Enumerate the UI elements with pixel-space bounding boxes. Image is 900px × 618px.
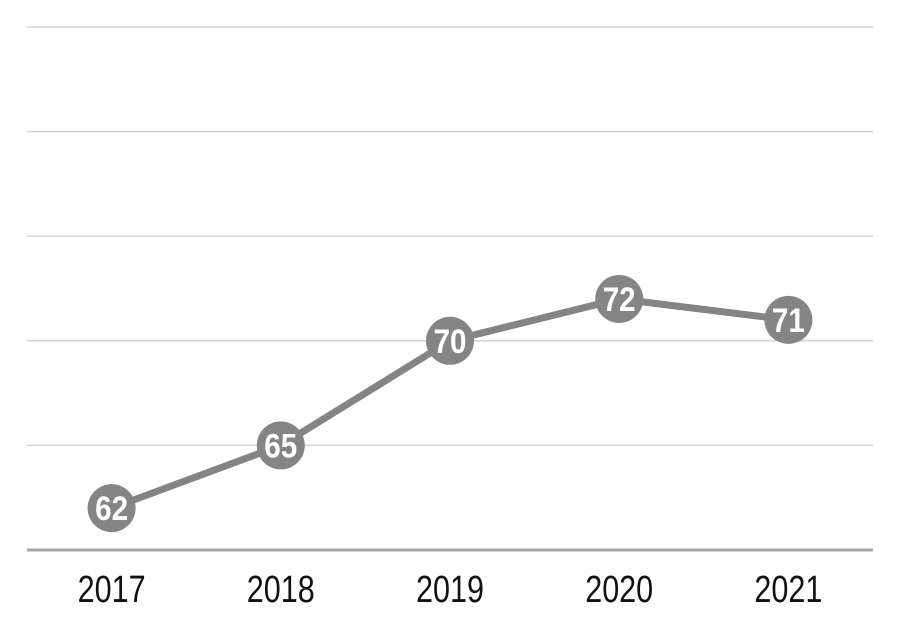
data-labels-group: 62 65 70 72 71 bbox=[95, 281, 805, 528]
data-point-label: 62 bbox=[95, 490, 128, 528]
data-point-label: 71 bbox=[772, 302, 805, 340]
data-point-marker bbox=[595, 274, 644, 323]
data-point-label: 65 bbox=[264, 427, 297, 465]
data-point-marker bbox=[87, 484, 136, 533]
x-axis-tick-label: 2019 bbox=[416, 569, 484, 611]
x-axis-tick-label: 2021 bbox=[754, 569, 822, 611]
markers-group bbox=[87, 274, 813, 533]
x-axis-tick-label: 2017 bbox=[78, 569, 146, 611]
data-point-label: 70 bbox=[434, 323, 467, 361]
data-point-marker bbox=[426, 316, 474, 365]
data-point-label: 72 bbox=[603, 281, 636, 319]
tick-labels-group: 2017 2018 2019 2020 2021 bbox=[78, 569, 823, 611]
data-point-marker bbox=[764, 295, 813, 344]
x-axis-tick-label: 2018 bbox=[247, 569, 315, 611]
gridlines-group bbox=[27, 26, 873, 447]
data-point-marker bbox=[256, 421, 305, 470]
x-axis-tick-label: 2020 bbox=[585, 569, 653, 611]
